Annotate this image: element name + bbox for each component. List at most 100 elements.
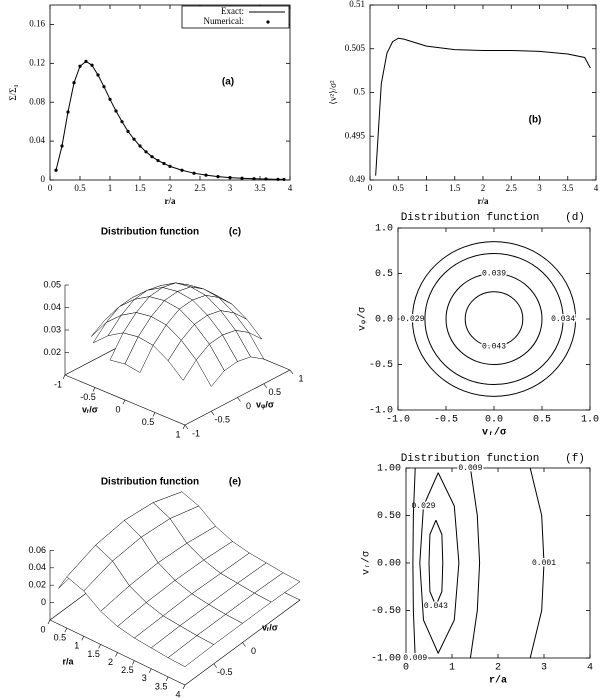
y-tick-label: 0.0 [375,315,393,326]
y-axis-label: vᵣ/σ [262,622,278,632]
data-point [120,120,124,124]
x-tick-label: 4 [587,663,593,674]
x-tick-label: 0 [40,624,45,634]
y-tick [263,383,267,388]
data-point [66,110,70,114]
panel-label: (a) [222,77,234,88]
data-point [54,168,58,172]
x-tick [115,652,118,657]
y-tick-label: -1 [192,428,200,438]
panel-label: (c) [229,227,241,238]
x-tick [47,619,51,625]
x-tick-label: 0.5 [533,415,551,426]
y-tick-label: -0.50 [371,606,401,617]
x-tick-label: 2 [108,657,113,667]
contour-line [445,273,543,365]
data-point [180,168,184,172]
contour-line [424,252,564,386]
z-tick-label: 0.04 [43,302,61,312]
contour-line [411,241,577,397]
data-point [216,174,220,179]
panel-title: Distribution function [401,212,540,224]
x-tick-label: -0.5 [434,415,458,426]
y-tick-label: 0.51 [349,0,365,9]
x-tick-label: 1.5 [449,183,461,193]
contour-line [464,291,524,347]
y-tick-label: 0.5 [375,269,393,280]
plot-frame [369,4,597,181]
contour-label: 0.001 [532,559,556,568]
data-point [138,144,142,148]
x-axis-label: vᵣ/σ [82,404,98,414]
contour-line [412,467,416,659]
x-tick [122,399,126,405]
plot-frame [405,467,591,659]
x-tick-label: 3 [537,183,542,193]
legend-marker [266,20,270,24]
y-tick-label: 1 [298,373,303,383]
x-tick-label: 2 [481,183,486,193]
x-tick-label: 0 [115,404,120,414]
plot-frame [49,4,291,181]
data-point [90,63,94,67]
x-tick-label: -1.0 [386,415,410,426]
x-tick-label: 0 [48,183,53,193]
x-tick-label: 4 [175,689,180,699]
z-tick-label: 0.02 [43,347,61,357]
x-axis-label: r/a [165,196,176,206]
x-tick-label: 0.5 [54,633,67,643]
y-tick-label: -0.5 [214,415,230,425]
panel-label: (e) [229,477,241,488]
panel-label: (d) [565,212,585,224]
x-tick-label: 3.5 [562,183,574,193]
z-tick-label: 0.05 [43,279,61,289]
x-tick-label: 0.5 [393,183,405,193]
data-point [102,85,106,89]
panel-d: -1.0 -0.5 0.0 0.5 1.0 -1.0 -0.5 0.0 0.5 1.0 vᵣ/σ vᵩ… [357,212,599,439]
y-tick-label: 0.5 [354,87,366,97]
data-point [78,64,82,68]
y-axis-label: vᵣ/σ [361,551,373,575]
x-tick [182,424,186,430]
y-tick-label: 0.16 [29,19,45,29]
data-point [126,129,130,133]
contour-label: 0.029 [400,315,424,324]
x-tick-label: 1 [424,183,429,193]
y-tick-label: 1.00 [377,464,401,475]
y-tick-label: -0.5 [217,667,233,677]
contour-label: 0.009 [403,654,427,663]
data-point [132,137,136,141]
y-tick [237,397,241,402]
x-tick-label: 3 [541,663,547,674]
data-point [156,158,160,163]
x-tick-label: 0 [403,663,409,674]
x-tick-label: 1 [449,663,455,674]
data-point [192,171,196,175]
x-tick [165,676,169,682]
x-tick-label: -1 [54,379,62,389]
panel-label: (b) [529,115,542,126]
y-axis-label: ⟨v²⟩/σ² [328,80,338,105]
x-tick-label: 3.5 [254,183,266,193]
contour-label: 0.043 [424,602,448,611]
data-point [162,161,166,166]
x-tick-label: 1.0 [581,415,599,426]
data-point [84,59,88,63]
panel-title: Distribution function [101,477,199,488]
x-tick-label: 1.5 [134,183,146,193]
data-line [55,60,285,180]
x-tick-label: 4 [288,183,293,193]
x-axis-label: r/a [489,675,507,687]
x-tick-label: 1.5 [87,649,100,659]
x-tick [81,636,85,641]
x-tick [64,627,68,633]
x-tick [132,660,135,665]
panel-b: 0 0.5 1 1.5 2 2.5 3 3.5 40.490.4950.50.5050.51r/… [328,0,599,206]
x-tick-label: 2 [495,663,501,674]
data-point [240,176,244,180]
x-tick-label: 4 [594,183,599,193]
x-tick [152,412,156,417]
data-point [228,175,232,180]
panel-f: 0 1 2 3 4 -1.00 -0.50 0.00 0.50 1.00 r/a vᵣ/σ 0.043 0… [361,453,593,687]
x-tick [62,374,66,380]
